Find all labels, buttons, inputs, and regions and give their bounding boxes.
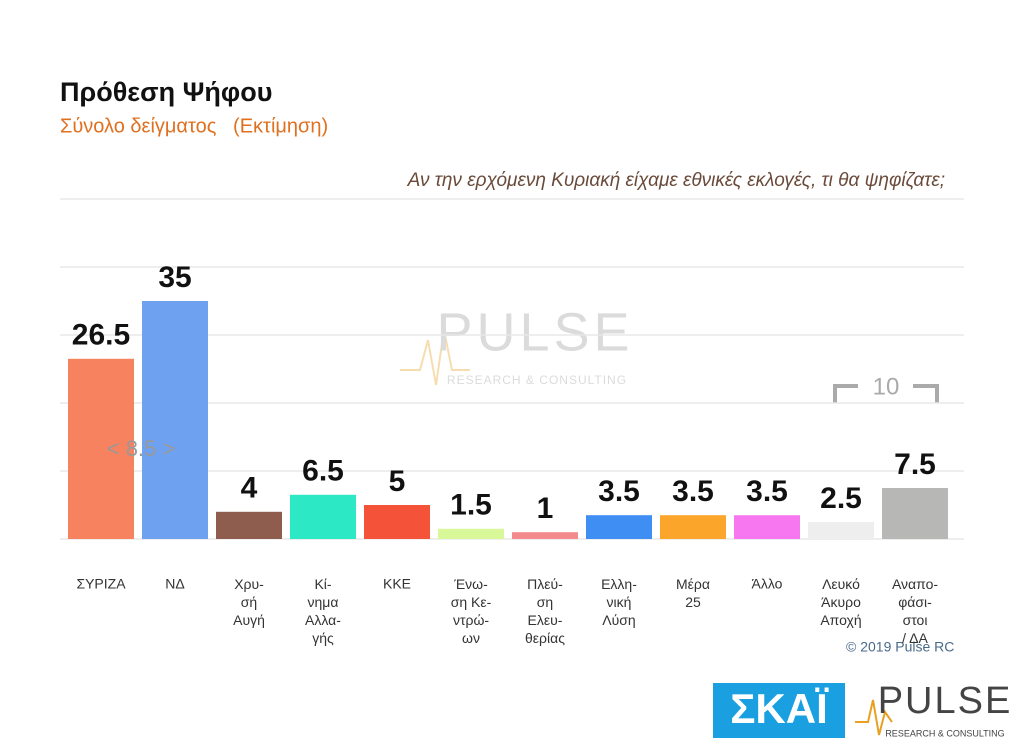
bar [660,515,726,539]
value-label: 3.5 [672,475,714,508]
annotation: 10 [873,373,900,400]
value-label: 3.5 [746,475,788,508]
bracket [833,384,939,403]
x-tick-label: Ένω-ση Κε-ντρώ-ων [451,576,492,646]
copyright: © 2019 Pulse RC [846,639,954,655]
bar [216,511,282,539]
bar [364,505,430,539]
bar [142,301,208,539]
value-label: 26.5 [72,319,130,352]
bar [734,515,800,539]
x-tick-label: Κί-νημα Αλλα-γής [305,576,341,646]
pulse-logo-icon [855,699,893,736]
question: Αν την ερχόμενη Κυριακή είχαμε εθνικές ε… [407,170,945,191]
value-label: 6.5 [302,455,344,488]
value-label: 1 [537,492,554,525]
bar [808,522,874,539]
bar [586,515,652,539]
x-tick-label: Άλλο [752,576,783,592]
chart-subtitle: Σύνολο δείγματος (Εκτίμηση) [60,115,328,137]
pulse-logo-tagline: RESEARCH & CONSULTING [885,728,1004,738]
x-tick-label: ΚΚΕ [383,576,411,592]
chart-title: Πρόθεση Ψήφου [60,77,272,107]
value-label: 35 [158,261,191,294]
value-label: 7.5 [894,448,936,481]
watermark: PULSE RESEARCH & CONSULTING [400,302,633,387]
value-label: 1.5 [450,489,492,522]
bar [68,358,134,539]
watermark-tagline: RESEARCH & CONSULTING [447,373,627,387]
channel-logo-text: ΣΚΑΪ [730,685,829,732]
value-label: 4 [241,472,258,505]
bar [290,494,356,539]
value-label: 3.5 [598,475,640,508]
x-tick-label: Χρυ-σή Αυγή [233,576,265,628]
annotation: < 8.5 > [107,436,176,461]
pulse-logo: PULSE [878,680,1013,722]
x-tick-label: Πλεύ-ση Ελευ-θερίας [525,576,565,646]
bar [438,528,504,539]
x-tick-label: ΝΔ [165,576,184,592]
value-label: 5 [389,465,406,498]
bar [882,488,948,539]
channel-logo [713,683,845,738]
bar [512,532,578,539]
watermark-name: PULSE [436,302,633,362]
x-tick-label: Αναπο-φάσι-στοι / ΔΑ [892,576,938,646]
value-label: 2.5 [820,482,862,515]
x-tick-label: Ελλη-νική Λύση [601,576,637,628]
x-tick-label: ΣΥΡΙΖΑ [76,576,126,592]
watermark-icon [400,329,470,386]
x-tick-label: Λευκό Άκυρο Αποχή [820,576,861,628]
x-tick-label: Μέρα 25 [676,576,710,610]
